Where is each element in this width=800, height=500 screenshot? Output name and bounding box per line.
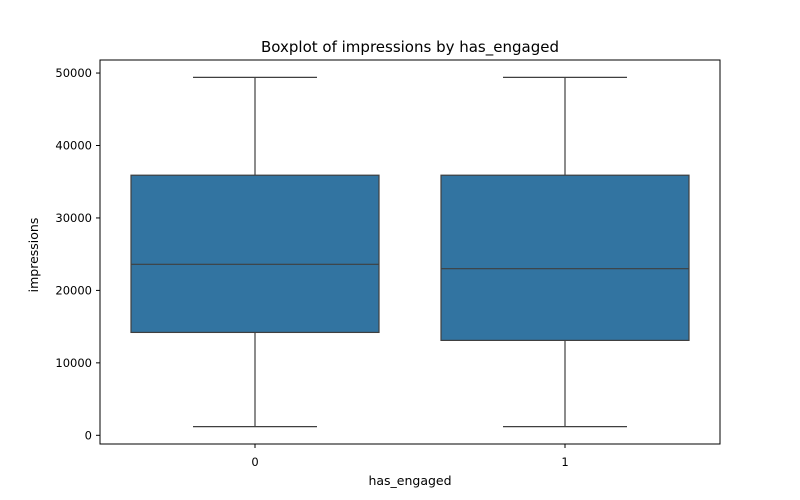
y-tick-label: 40000 [55, 138, 92, 152]
plot-frame [99, 59, 721, 445]
x-axis-label: has_engaged [368, 473, 451, 488]
y-axis-label: impressions [26, 218, 41, 293]
y-tick-label: 10000 [55, 356, 92, 370]
y-tick-label: 0 [85, 428, 92, 442]
x-tick-label: 1 [561, 455, 568, 469]
box-0 [130, 174, 380, 334]
chart-title: Boxplot of impressions by has_engaged [261, 38, 559, 57]
box-1 [440, 174, 690, 341]
y-tick-label: 50000 [55, 66, 92, 80]
y-tick-label: 30000 [55, 211, 92, 225]
y-tick-label: 20000 [55, 283, 92, 297]
x-tick-label: 0 [251, 455, 258, 469]
plot-area: 0 10000 20000 30000 40000 50000 0 1 [55, 66, 690, 469]
